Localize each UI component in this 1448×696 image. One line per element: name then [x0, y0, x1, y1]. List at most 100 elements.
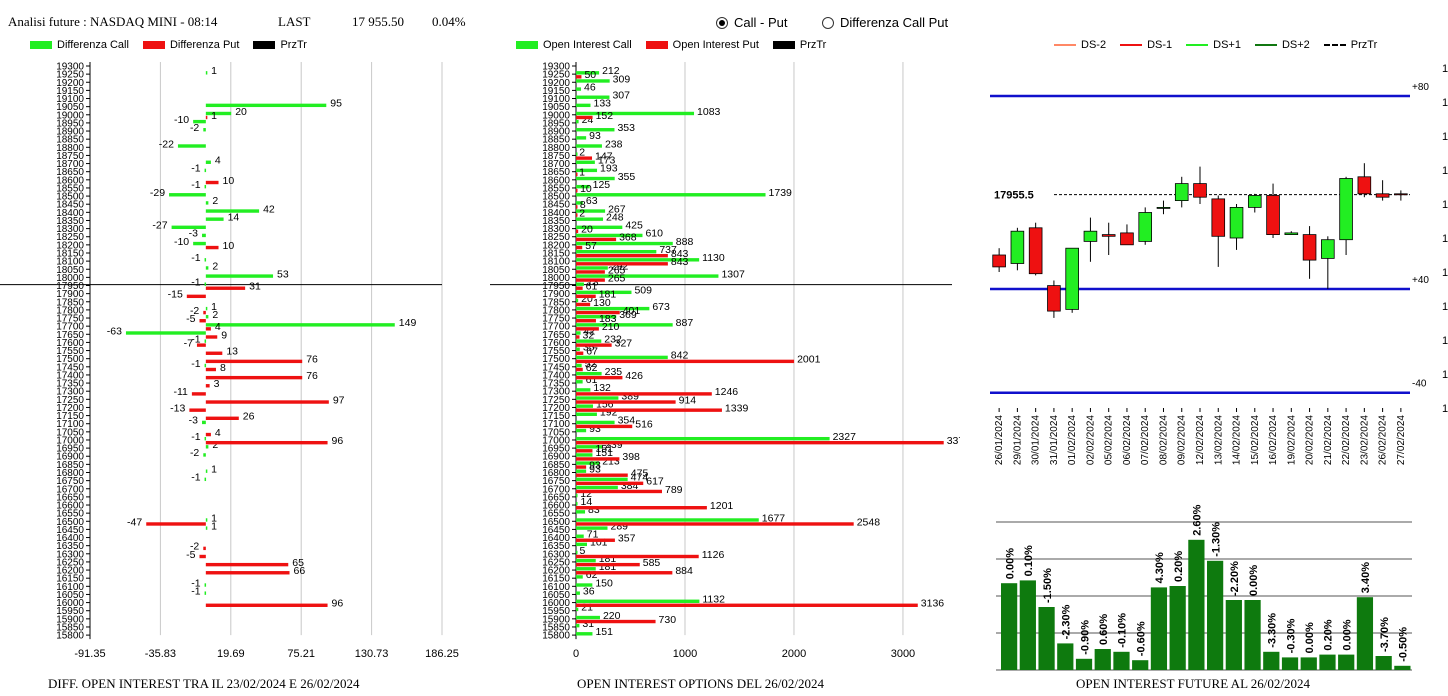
bar-value-label: -10: [174, 114, 189, 126]
legend-label: PrzTr: [280, 39, 307, 51]
bar-value-label: 2327: [833, 431, 857, 443]
call-bar: [576, 485, 618, 490]
call-bar: [576, 599, 700, 603]
bar-value-label: 1132: [702, 594, 725, 606]
bar-value-label: -5: [186, 313, 195, 325]
strike-label: 16800: [542, 468, 570, 479]
bar-value-label: 65: [292, 557, 304, 569]
bar-value-label: 46: [584, 81, 596, 93]
call-bar: [576, 119, 579, 124]
radio-unselected-icon: [822, 16, 834, 29]
put-bar: [576, 506, 707, 510]
put-bar: [205, 603, 328, 607]
put-bar: [576, 335, 580, 339]
call-bar: [205, 217, 224, 221]
bar-value-label: 26: [243, 411, 255, 423]
bar-value-label: 235: [605, 366, 623, 378]
strike-label: 16300: [56, 549, 84, 560]
strike-label: 17450: [542, 362, 570, 373]
strike-label: 17100: [56, 419, 84, 430]
bar-value-label: 213: [602, 455, 620, 467]
put-bar: [576, 327, 599, 331]
bar-value-label: 737: [659, 244, 677, 256]
strike-label: 16450: [542, 525, 570, 536]
bar-value-label: 62: [586, 569, 598, 581]
legend-label: Differenza Call: [57, 39, 129, 51]
call-bar: [576, 217, 604, 221]
strike-label: 17850: [542, 297, 570, 308]
put-bar: [576, 554, 699, 559]
oi-future-bar: [1094, 649, 1111, 670]
bar-value-label: -3: [189, 228, 198, 240]
put-bar: [576, 392, 712, 396]
call-bar: [205, 160, 211, 164]
call-bar: [202, 233, 206, 238]
radio-diff-call-put[interactable]: Differenza Call Put: [822, 15, 948, 30]
x-tick-label: 130.73: [355, 648, 389, 660]
strike-label: 16400: [56, 533, 84, 544]
put-bar: [576, 408, 722, 412]
bar-value-label: 193: [600, 163, 618, 175]
call-bar: [576, 388, 591, 392]
strike-label: 17300: [56, 387, 84, 398]
bar-value-label: 31: [582, 618, 594, 630]
date-label: 23/02/2024: [1359, 415, 1370, 465]
oi-future-label: 0.00%: [1341, 619, 1353, 650]
app-title: Analisi future : NASDAQ MINI - 08:14: [8, 14, 218, 29]
legend-item-ds+1: DS+1: [1186, 39, 1241, 51]
bar-value-label: 173: [598, 155, 616, 167]
legend-item-ds+2: DS+2: [1254, 39, 1310, 51]
put-bar: [576, 359, 795, 364]
call-bar: [576, 615, 600, 620]
y-tick-label: 18300: [1442, 131, 1448, 143]
strike-label: 16900: [542, 452, 570, 463]
candle-body: [1357, 176, 1372, 195]
ds-level-label: +40: [1412, 275, 1429, 286]
bar-value-label: 516: [635, 419, 653, 431]
put-bar: [576, 310, 620, 315]
put-bar: [576, 375, 623, 380]
strike-label: 19000: [56, 110, 84, 121]
bar-value-label: 4: [215, 427, 221, 439]
radio-call-put[interactable]: Call - Put: [716, 15, 787, 30]
bar-value-label: 10: [223, 240, 235, 252]
x-tick-label: 19.69: [217, 648, 245, 660]
strike-label: 16350: [542, 541, 570, 552]
bar-value-label: 425: [625, 220, 643, 232]
bar-value-label: -1: [191, 252, 200, 264]
oi-future-label: -3.30%: [1267, 613, 1279, 648]
call-bar: [576, 453, 593, 457]
put-bar: [576, 457, 620, 461]
oi-future-bar: [1019, 580, 1036, 670]
bar-value-label: 673: [652, 301, 670, 313]
strike-label: 18950: [56, 118, 84, 129]
bar-value-label: 42: [263, 203, 275, 215]
put-bar: [199, 554, 206, 559]
strike-label: 17750: [56, 314, 84, 325]
date-label: 12/02/2024: [1195, 415, 1206, 465]
oi-future-bar: [1188, 539, 1205, 670]
bar-value-label: -7: [184, 337, 193, 349]
put-bar: [576, 351, 584, 355]
call-bar: [576, 193, 766, 197]
oi-future-label: -1.50%: [1042, 568, 1054, 603]
strike-label: 17650: [56, 330, 84, 341]
strike-label: 17700: [542, 322, 570, 333]
bar-value-label: -1: [191, 431, 200, 443]
bar-value-label: 3374: [947, 435, 960, 447]
call-bar: [204, 168, 207, 173]
header: Analisi future : NASDAQ MINI - 08:14 LAS…: [0, 0, 1448, 36]
legend-label: DS+2: [1281, 39, 1310, 51]
legend-line: [1054, 44, 1076, 46]
call-bar: [205, 111, 232, 116]
bar-value-label: -47: [127, 516, 142, 528]
bar-value-label: 20: [581, 293, 593, 305]
oi-future-label: -0.90%: [1079, 620, 1091, 655]
bar-value-label: -63: [107, 325, 122, 337]
x-tick-label: 75.21: [287, 648, 315, 660]
date-label: 07/02/2024: [1140, 415, 1151, 465]
bar-value-label: 42: [584, 325, 596, 337]
legend-item-przTr: PrzTr: [1323, 39, 1377, 51]
oi-future-label: -0.50%: [1398, 627, 1410, 662]
put-bar: [576, 473, 628, 477]
